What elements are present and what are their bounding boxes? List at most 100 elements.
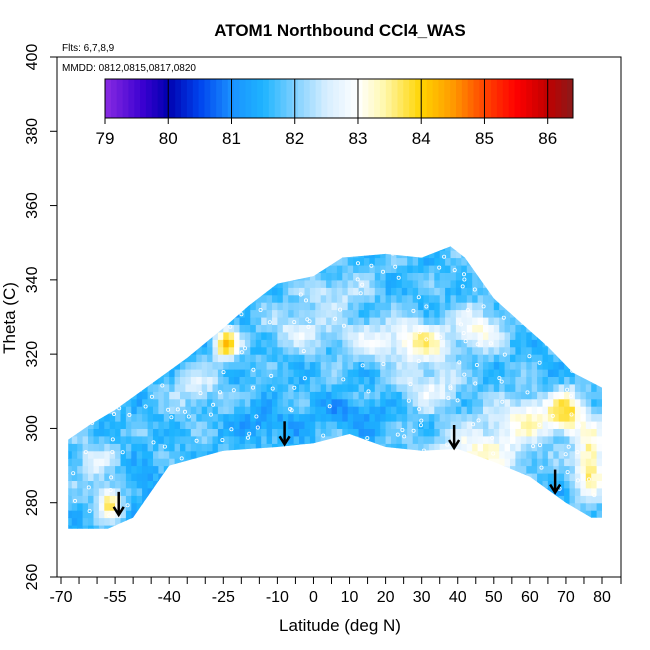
heatmap-cell [547, 354, 554, 363]
heatmap-cell [537, 309, 544, 318]
heatmap-cell [553, 391, 560, 400]
heatmap-cell [261, 458, 268, 467]
heatmap-cell [169, 450, 176, 459]
heatmap-cell [299, 369, 305, 377]
heatmap-cell [201, 398, 208, 407]
heatmap-cell [520, 309, 527, 318]
heatmap-cell [564, 517, 571, 526]
heatmap-cell [558, 279, 565, 288]
heatmap-cell [250, 517, 257, 526]
sample-point [217, 390, 222, 395]
heatmap-cell [358, 465, 365, 474]
heatmap-cell [423, 421, 430, 429]
heatmap-cell [364, 473, 370, 481]
heatmap-cell [93, 495, 100, 504]
heatmap-cell [212, 517, 219, 526]
heatmap-cell [180, 487, 186, 496]
heatmap-cell [380, 525, 387, 529]
heatmap-cell [374, 428, 381, 437]
heatmap-cell [136, 487, 143, 496]
heatmap-cell [196, 302, 203, 311]
heatmap-cell [250, 287, 257, 296]
heatmap-cell [136, 525, 143, 529]
sample-point [360, 363, 365, 368]
heatmap-cell [428, 287, 435, 296]
sample-point [481, 253, 486, 258]
heatmap-cell [71, 383, 78, 392]
heatmap-cell [201, 294, 208, 303]
heatmap-cell [353, 257, 360, 266]
heatmap-cell [136, 339, 143, 348]
sample-point [538, 317, 543, 322]
heatmap-cell [385, 287, 392, 296]
heatmap-cell [434, 480, 441, 489]
heatmap-cell [499, 309, 506, 318]
heatmap-cell [282, 376, 289, 385]
heatmap-cell [391, 502, 397, 511]
heatmap-cell [212, 331, 219, 340]
heatmap-cell [277, 246, 284, 251]
heatmap-cell [98, 354, 105, 363]
heatmap-cell [385, 376, 392, 385]
heatmap-cell [488, 302, 495, 311]
colorbar-segment [122, 79, 129, 118]
heatmap-cell [353, 428, 360, 437]
heatmap-cell [169, 532, 175, 540]
heatmap-cell [537, 265, 544, 273]
heatmap-cell [423, 443, 430, 452]
heatmap-cell [580, 309, 587, 318]
heatmap-cell [212, 487, 219, 496]
heatmap-cell [455, 502, 462, 511]
heatmap-cell [418, 294, 425, 303]
heatmap-cell [77, 465, 84, 474]
heatmap-cell [120, 428, 127, 437]
heatmap-cell [537, 532, 543, 540]
heatmap-cell [455, 302, 462, 311]
heatmap-cell [445, 532, 451, 540]
heatmap-cell [510, 246, 516, 251]
heatmap-cell [347, 487, 354, 496]
heatmap-cell [374, 279, 381, 288]
heatmap-cell [98, 421, 105, 429]
heatmap-cell [255, 502, 262, 511]
heatmap-cell [98, 369, 105, 377]
heatmap-cell [244, 495, 251, 504]
heatmap-cell [504, 309, 511, 318]
heatmap-cell [304, 480, 311, 489]
heatmap-cell [499, 331, 506, 340]
heatmap-cell [477, 376, 484, 385]
heatmap-cell [109, 346, 116, 355]
heatmap-cell [180, 265, 186, 273]
heatmap-cell [266, 246, 273, 251]
heatmap-cell [407, 413, 414, 422]
heatmap-cell [353, 361, 360, 370]
heatmap-cell [461, 294, 468, 303]
heatmap-cell [304, 413, 311, 422]
heatmap-cell [386, 235, 392, 243]
heatmap-cell [228, 265, 235, 273]
heatmap-cell [364, 510, 370, 519]
heatmap-cell [348, 532, 354, 540]
heatmap-cell [553, 246, 560, 251]
heatmap-cell [445, 480, 452, 489]
heatmap-cell [266, 487, 273, 496]
heatmap-cell [169, 435, 176, 444]
heatmap-cell [423, 346, 430, 355]
heatmap-cell [434, 302, 441, 311]
heatmap-cell [477, 510, 484, 519]
heatmap-cell [240, 532, 246, 540]
heatmap-cell [407, 272, 414, 281]
heatmap-cell [385, 383, 392, 392]
heatmap-cell [169, 421, 176, 429]
sample-point [270, 386, 275, 391]
heatmap-cell [428, 413, 435, 422]
heatmap-cell [98, 376, 105, 385]
heatmap-cell [434, 391, 441, 400]
heatmap-cell [542, 450, 549, 459]
heatmap-cell [163, 354, 170, 363]
heatmap-cell [455, 413, 462, 422]
heatmap-cell [347, 376, 354, 385]
heatmap-cell [564, 406, 571, 415]
heatmap-cell [477, 495, 484, 504]
heatmap-cell [461, 383, 468, 392]
